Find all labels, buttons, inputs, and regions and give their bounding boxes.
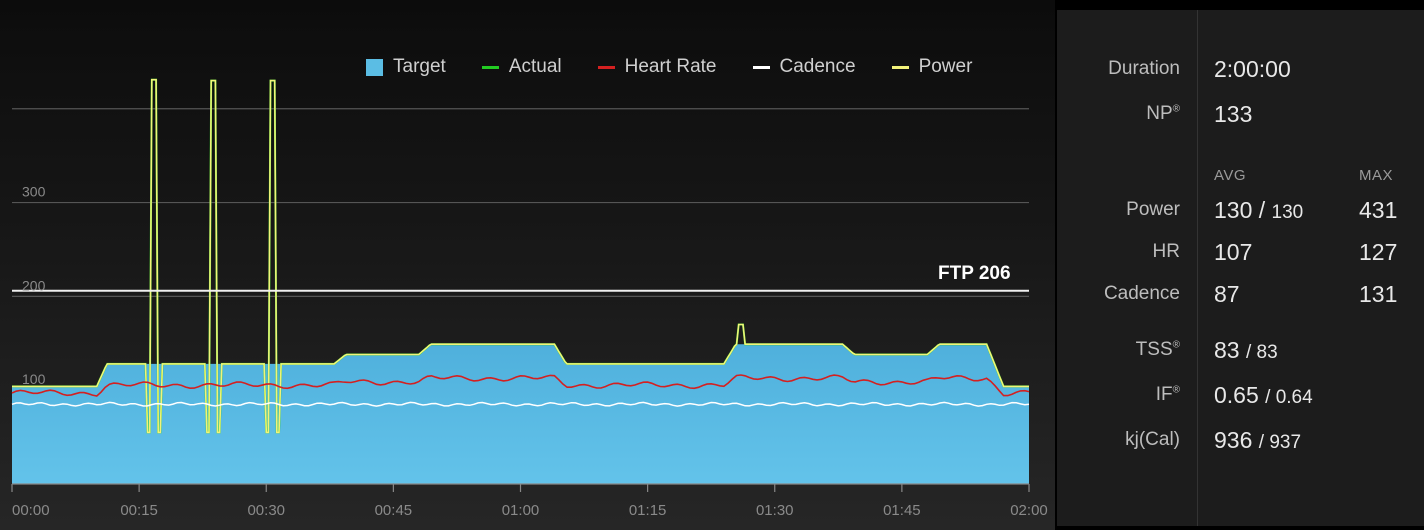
cadence-avg: 87 [1214,281,1240,307]
hr-row: HR 107 127 [1057,239,1424,269]
np-label: NP® [1146,103,1180,124]
target-swatch [366,58,383,76]
tss-label: TSS® [1135,339,1180,360]
hr-avg: 107 [1214,239,1253,265]
power-label: Power [1126,199,1180,220]
x-tick-label-8: 02:00 [1010,502,1048,519]
x-tick-label-5: 01:15 [629,502,667,519]
x-tick-label-1: 00:15 [120,502,158,519]
cadence-label: Cadence [1103,283,1180,304]
stats-panel: Duration 2:00:00 NP® 133 AVG MAX Power 1… [1057,10,1424,526]
target-area [12,344,1029,484]
legend-label-heart-rate: Heart Rate [624,56,717,77]
power-avg: 130 / 130 [1214,197,1304,223]
legend-item-power[interactable]: Power [891,56,973,78]
heart-rate-series-line [11,374,1030,397]
x-tick-label-4: 01:00 [502,502,540,519]
if-value: 0.65 / 0.64 [1214,382,1313,408]
y-tick-label-300: 300 [22,184,46,200]
power-swatch [891,65,909,69]
legend-item-heart-rate[interactable]: Heart Rate [597,56,717,78]
cadence-max: 131 [1359,281,1398,307]
legend-item-target[interactable]: Target [366,56,446,78]
np-row: NP® 133 [1057,101,1424,131]
tss-row: TSS® 83 / 83 [1057,337,1424,367]
tss-value: 83 / 83 [1214,337,1278,363]
x-tick-label-2: 00:30 [247,502,285,519]
power-row: Power 130 / 130 431 [1057,197,1424,227]
power-max: 431 [1359,197,1398,223]
ftp-label: FTP 206 [938,263,1011,284]
kj-row: kj(Cal) 936 / 937 [1057,427,1424,457]
cadence-swatch [752,65,770,69]
cadence-row: Cadence 87 131 [1057,281,1424,311]
x-tick-label-0: 00:00 [12,502,50,519]
y-tick-label-200: 200 [22,277,46,293]
duration-row: Duration 2:00:00 [1057,56,1424,86]
x-tick-label-7: 01:45 [883,502,921,519]
cadence-series-line [11,401,1030,407]
hr-label: HR [1152,241,1180,262]
x-tick-label-3: 00:45 [375,502,413,519]
workout-chart-panel: 100 200 300 00:00 00:15 00:30 00:45 01:00 01:15 0… [0,0,1055,530]
np-value: 133 [1214,101,1253,127]
workout-chart: 100 200 300 00:00 00:15 00:30 00:45 01:00 01:15 0… [11,78,1048,519]
if-label: IF® [1155,384,1180,405]
kj-label: kj(Cal) [1125,429,1180,450]
avg-header: AVG [1214,167,1247,184]
max-header: MAX [1359,167,1394,184]
actual-swatch [481,65,499,69]
duration-value: 2:00:00 [1214,56,1291,82]
legend-item-actual[interactable]: Actual [481,56,562,78]
if-row: IF® 0.65 / 0.64 [1057,382,1424,412]
x-tick-label-6: 01:30 [756,502,794,519]
kj-value: 936 / 937 [1214,427,1302,453]
legend-label-target: Target [393,56,446,77]
power-series-line [12,78,1029,434]
stats-divider [1197,10,1198,526]
y-tick-label-100: 100 [22,371,46,387]
legend-item-cadence[interactable]: Cadence [752,56,856,78]
hr-max: 127 [1359,239,1398,265]
legend-label-cadence: Cadence [779,56,856,77]
legend-label-actual: Actual [508,56,562,77]
legend-label-power: Power [918,56,973,77]
chart-legend: Target Actual Heart Rate Cadence Power [366,56,972,78]
heart-rate-swatch [597,65,615,69]
duration-label: Duration [1108,58,1180,79]
